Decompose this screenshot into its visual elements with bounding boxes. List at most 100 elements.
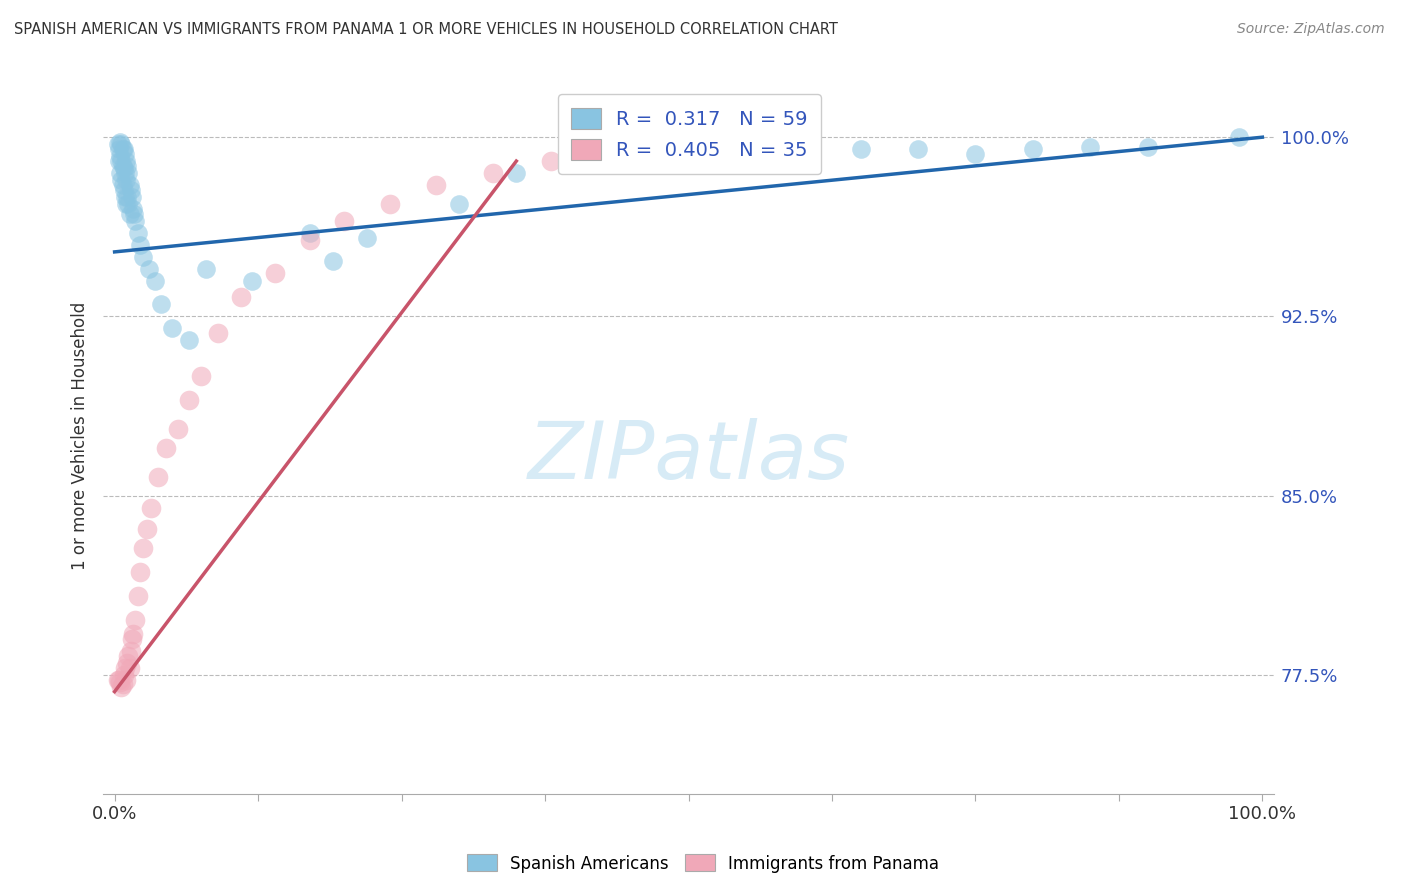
Point [609,147,631,161]
Point [120,644,142,658]
Point [110,675,132,690]
Point [1022,142,1045,156]
Legend: R =  0.317   N = 59, R =  0.405   N = 35: R = 0.317 N = 59, R = 0.405 N = 35 [558,95,821,174]
Point [114,190,136,204]
Point [195,261,218,276]
Point [207,326,229,340]
Y-axis label: 1 or more Vehicles in Household: 1 or more Vehicles in Household [72,301,89,570]
Point [110,149,132,163]
Point [135,522,157,536]
Point [115,656,138,670]
Point [378,197,401,211]
Point [117,197,139,211]
Point [122,202,145,216]
Point [124,613,146,627]
Point [110,166,132,180]
Point [482,166,505,180]
Point [110,154,132,169]
Point [240,274,263,288]
Point [965,147,987,161]
Point [907,142,929,156]
Point [111,178,134,192]
Point [115,673,138,687]
Point [117,648,139,663]
Point [141,500,163,515]
Point [562,154,585,169]
Point [447,197,470,211]
Point [115,154,138,169]
Point [620,147,643,161]
Point [333,214,356,228]
Point [111,677,134,691]
Point [118,178,141,192]
Point [298,233,321,247]
Point [1078,140,1101,154]
Point [849,142,872,156]
Point [149,297,172,311]
Point [112,183,135,197]
Point [1229,130,1251,145]
Point [115,173,138,187]
Point [179,392,201,407]
Point [505,166,527,180]
Point [114,661,136,675]
Point [540,154,562,169]
Point [322,254,344,268]
Point [138,261,160,276]
Point [179,334,201,348]
Point [264,267,287,281]
Point [229,290,252,304]
Point [298,226,321,240]
Text: ZIPatlas: ZIPatlas [527,418,849,497]
Point [115,159,138,173]
Point [115,190,138,204]
Point [132,541,155,556]
Point [121,632,143,646]
Point [112,161,135,176]
Text: SPANISH AMERICAN VS IMMIGRANTS FROM PANAMA 1 OR MORE VEHICLES IN HOUSEHOLD CORRE: SPANISH AMERICAN VS IMMIGRANTS FROM PANA… [14,22,838,37]
Point [132,250,155,264]
Point [124,214,146,228]
Point [110,137,132,152]
Point [127,589,149,603]
Point [122,207,145,221]
Point [108,154,131,169]
Text: Source: ZipAtlas.com: Source: ZipAtlas.com [1237,22,1385,37]
Point [425,178,447,192]
Point [166,422,188,436]
Point [110,135,132,149]
Point [114,166,136,180]
Point [735,142,758,156]
Point [143,274,166,288]
Point [108,142,131,156]
Point [118,661,141,675]
Point [114,147,136,161]
Point [107,673,129,687]
Point [792,147,814,161]
Point [160,321,183,335]
Point [127,226,149,240]
Point [108,673,131,687]
Point [1136,140,1159,154]
Point [155,441,177,455]
Point [128,237,150,252]
Point [112,668,135,682]
Point [120,183,142,197]
Point [117,166,139,180]
Point [112,142,135,156]
Point [107,137,129,152]
Point [678,147,700,161]
Point [111,142,134,156]
Point [121,190,143,204]
Point [115,197,138,211]
Point [148,469,170,483]
Point [122,627,145,641]
Point [110,680,132,694]
Point [356,230,378,244]
Legend: Spanish Americans, Immigrants from Panama: Spanish Americans, Immigrants from Panam… [460,847,946,880]
Point [111,159,134,173]
Point [118,207,141,221]
Point [128,565,150,579]
Point [190,369,212,384]
Point [110,173,132,187]
